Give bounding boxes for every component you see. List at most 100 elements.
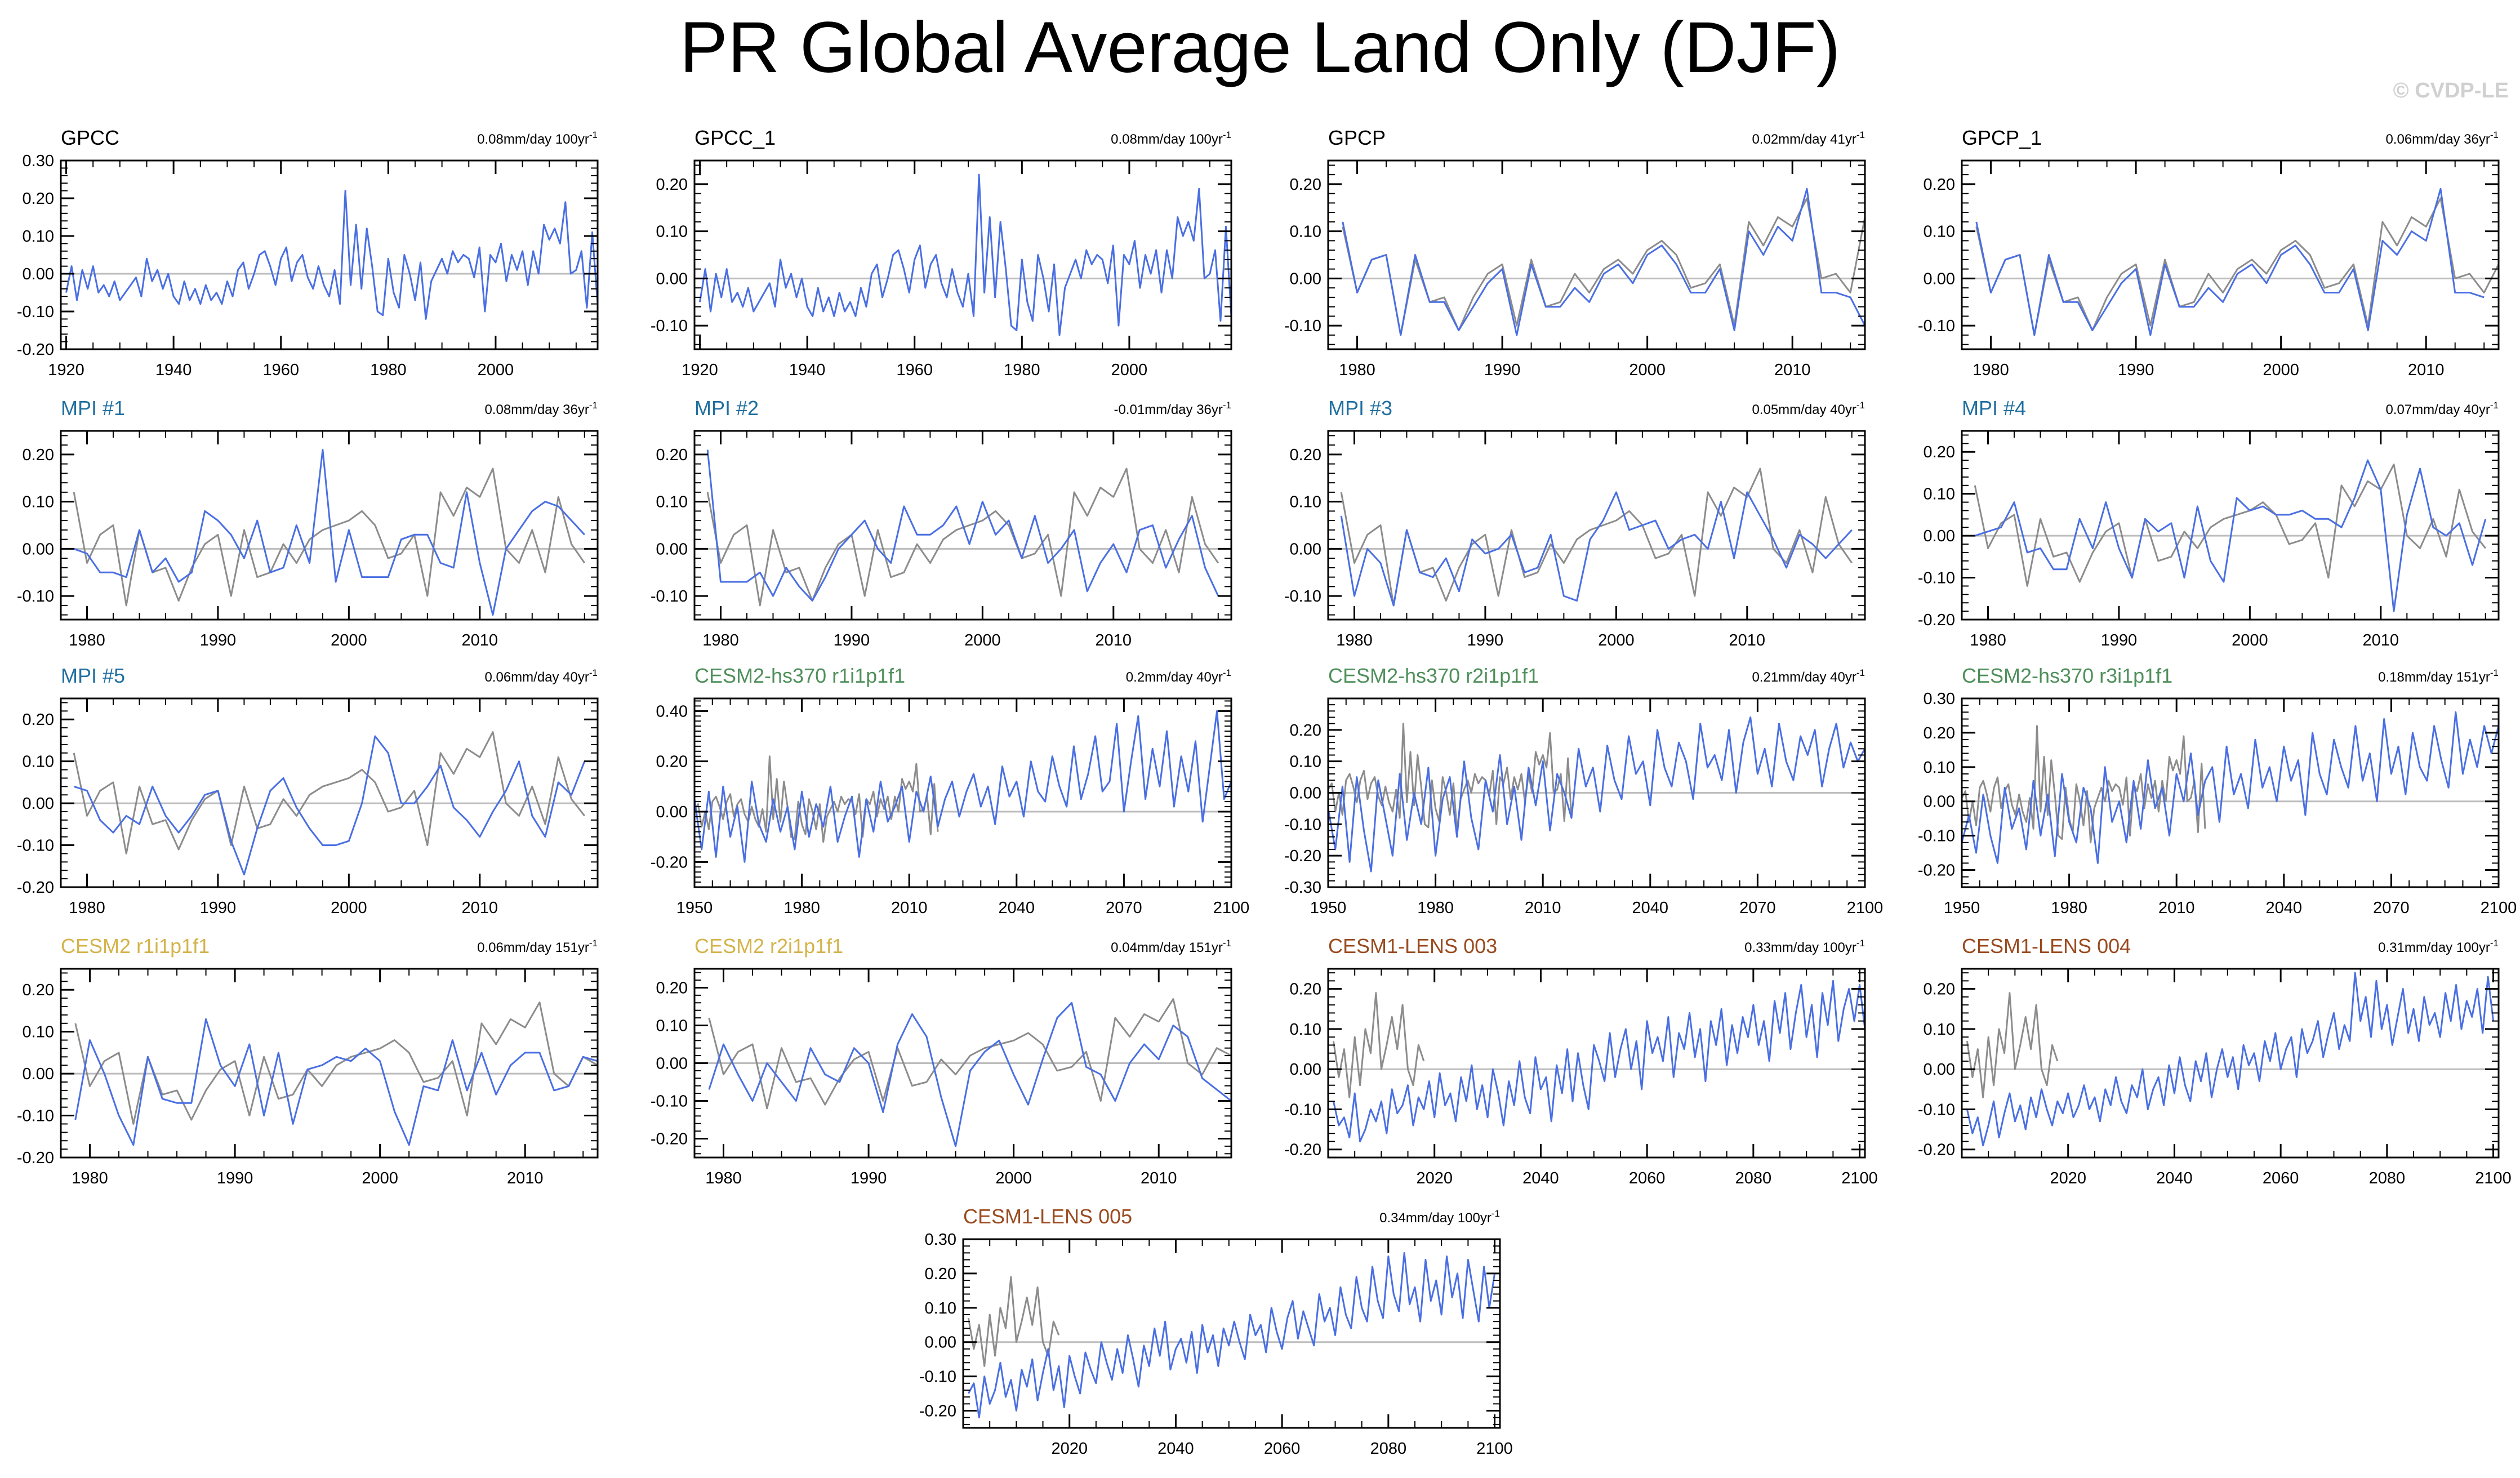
x-tick-label: 2010 [1774,361,1811,379]
y-tick-label: 0.10 [656,493,688,511]
x-tick-label: 2000 [964,631,1001,649]
y-tick-label: -0.10 [651,1093,688,1111]
observed-series-line [693,755,939,843]
x-tick-label: 1980 [783,899,820,917]
x-tick-label: 2000 [331,631,367,649]
observed-series-line [1975,197,2500,336]
y-tick-label: 0.20 [23,190,54,208]
y-tick-label: -0.20 [1284,1141,1321,1159]
y-tick-label: -0.20 [17,879,54,897]
y-tick-label: 0.20 [23,446,54,464]
x-tick-label: 1990 [1467,631,1504,649]
y-tick-label: 0.10 [656,223,688,241]
plot-frame [962,1238,1501,1429]
x-tick-label: 1980 [69,899,105,917]
panel-title: GPCP [1328,126,1386,149]
plot-frame [60,697,599,888]
model-series-line [73,735,586,876]
trend-exponent: -1 [2490,938,2499,949]
plot-frame [1327,159,1866,350]
y-tick-label: 0.20 [1290,981,1321,999]
x-tick-label: 2000 [1629,361,1666,379]
observed-series-line [706,468,1219,607]
y-tick-label: 0.00 [23,1065,54,1083]
model-series-line [1966,972,2495,1147]
chart-panel: 1920 1940 1960 1980 2000 -0.20 -0.10 0.00 0.10 0.… [17,126,599,379]
chart-panel: 1980 1990 2000 2010 -0.20 -0.10 0.00 0.10 0.20 MP… [1918,397,2500,649]
chart-panel: 1950 1980 2010 2040 2070 2100 -0.20 0.00 0.20 0.4… [651,664,1249,917]
trend-value: 0.06mm/day 36yr [2385,132,2490,147]
trend-exponent: -1 [1223,400,1231,411]
x-tick-label: 1940 [789,361,826,379]
trend-exponent: -1 [1856,130,1865,140]
y-tick-label: 0.20 [925,1265,956,1283]
x-tick-label: 1980 [72,1169,108,1187]
y-tick-label: 0.20 [23,981,54,999]
x-tick-label: 2000 [2232,631,2268,649]
model-series-line [1342,188,1866,336]
plot-frame [1961,968,2500,1159]
x-tick-label: 2010 [1525,899,1561,917]
trend-label: 0.05mm/day 40yr-1 [1752,400,1865,417]
panel-title: MPI #4 [1962,397,2026,420]
y-tick-label: 0.20 [1290,446,1321,464]
y-tick-label: -0.20 [1918,862,1955,880]
model-series-line [693,710,1232,863]
y-tick-label: 0.00 [925,1334,956,1352]
y-tick-label: -0.10 [17,1107,54,1125]
y-tick-label: -0.20 [651,1130,688,1148]
model-series-line [1975,188,2485,336]
panel-title: GPCC [61,126,119,149]
x-tick-label: 1920 [682,361,718,379]
observed-series-line [1342,197,1866,336]
y-tick-label: 0.10 [23,1023,54,1041]
x-tick-label: 2010 [2158,899,2195,917]
y-tick-label: -0.10 [1918,827,1955,845]
y-tick-label: 0.10 [1924,1021,1955,1039]
x-tick-label: 1990 [2101,631,2138,649]
trend-value: 0.06mm/day 151yr [477,940,589,955]
chart-panel: 1980 1990 2000 2010 -0.10 0.00 0.10 0.20 GPCP_1 0… [1918,126,2500,379]
y-tick-label: 0.10 [1924,759,1955,777]
y-tick-label: -0.10 [651,317,688,335]
y-tick-label: 0.20 [656,176,688,194]
y-tick-label: 0.20 [1924,724,1955,742]
x-tick-label: 2010 [507,1169,544,1187]
x-tick-label: 1980 [1336,631,1373,649]
x-tick-label: 2000 [2263,361,2299,379]
y-tick-label: 0.00 [1924,793,1955,811]
chart-panel: 1980 1990 2000 2010 -0.10 0.00 0.10 0.20 MPI #2 -… [651,397,1232,649]
panel-title: MPI #2 [694,397,759,420]
trend-label: 0.02mm/day 41yr-1 [1752,130,1865,147]
y-tick-label: -0.10 [651,587,688,606]
panel-title: MPI #1 [61,397,125,420]
y-tick-label: 0.30 [1924,690,1955,708]
y-tick-label: -0.10 [1918,317,1955,335]
y-tick-label: -0.20 [17,341,54,359]
x-tick-label: 1990 [217,1169,253,1187]
x-tick-label: 1950 [676,899,713,917]
x-tick-label: 2000 [1598,631,1635,649]
y-tick-label: 0.10 [23,493,54,511]
panel-title: MPI #3 [1328,397,1392,420]
y-tick-label: 0.00 [1924,1061,1955,1079]
x-tick-label: 1990 [2118,361,2154,379]
y-tick-label: 0.30 [23,152,54,170]
y-tick-label: 0.10 [1290,1021,1321,1039]
trend-label: 0.34mm/day 100yr-1 [1379,1208,1500,1226]
y-tick-label: -0.10 [1284,816,1321,834]
plot-frame [1327,430,1866,621]
observed-series-line [1974,464,2486,587]
trend-exponent: -1 [1491,1208,1500,1219]
y-tick-label: 0.10 [656,1017,688,1035]
y-tick-label: 0.10 [925,1299,956,1317]
model-series-line [1961,711,2500,864]
x-tick-label: 1980 [2051,899,2087,917]
y-tick-label: -0.20 [1918,1141,1955,1159]
y-tick-label: 0.10 [1924,223,1955,241]
y-tick-label: 0.20 [656,980,688,998]
model-series-line [968,1252,1496,1419]
x-tick-label: 2060 [1629,1169,1666,1187]
y-tick-label: 0.20 [1290,176,1321,194]
observed-series-line [708,998,1232,1110]
